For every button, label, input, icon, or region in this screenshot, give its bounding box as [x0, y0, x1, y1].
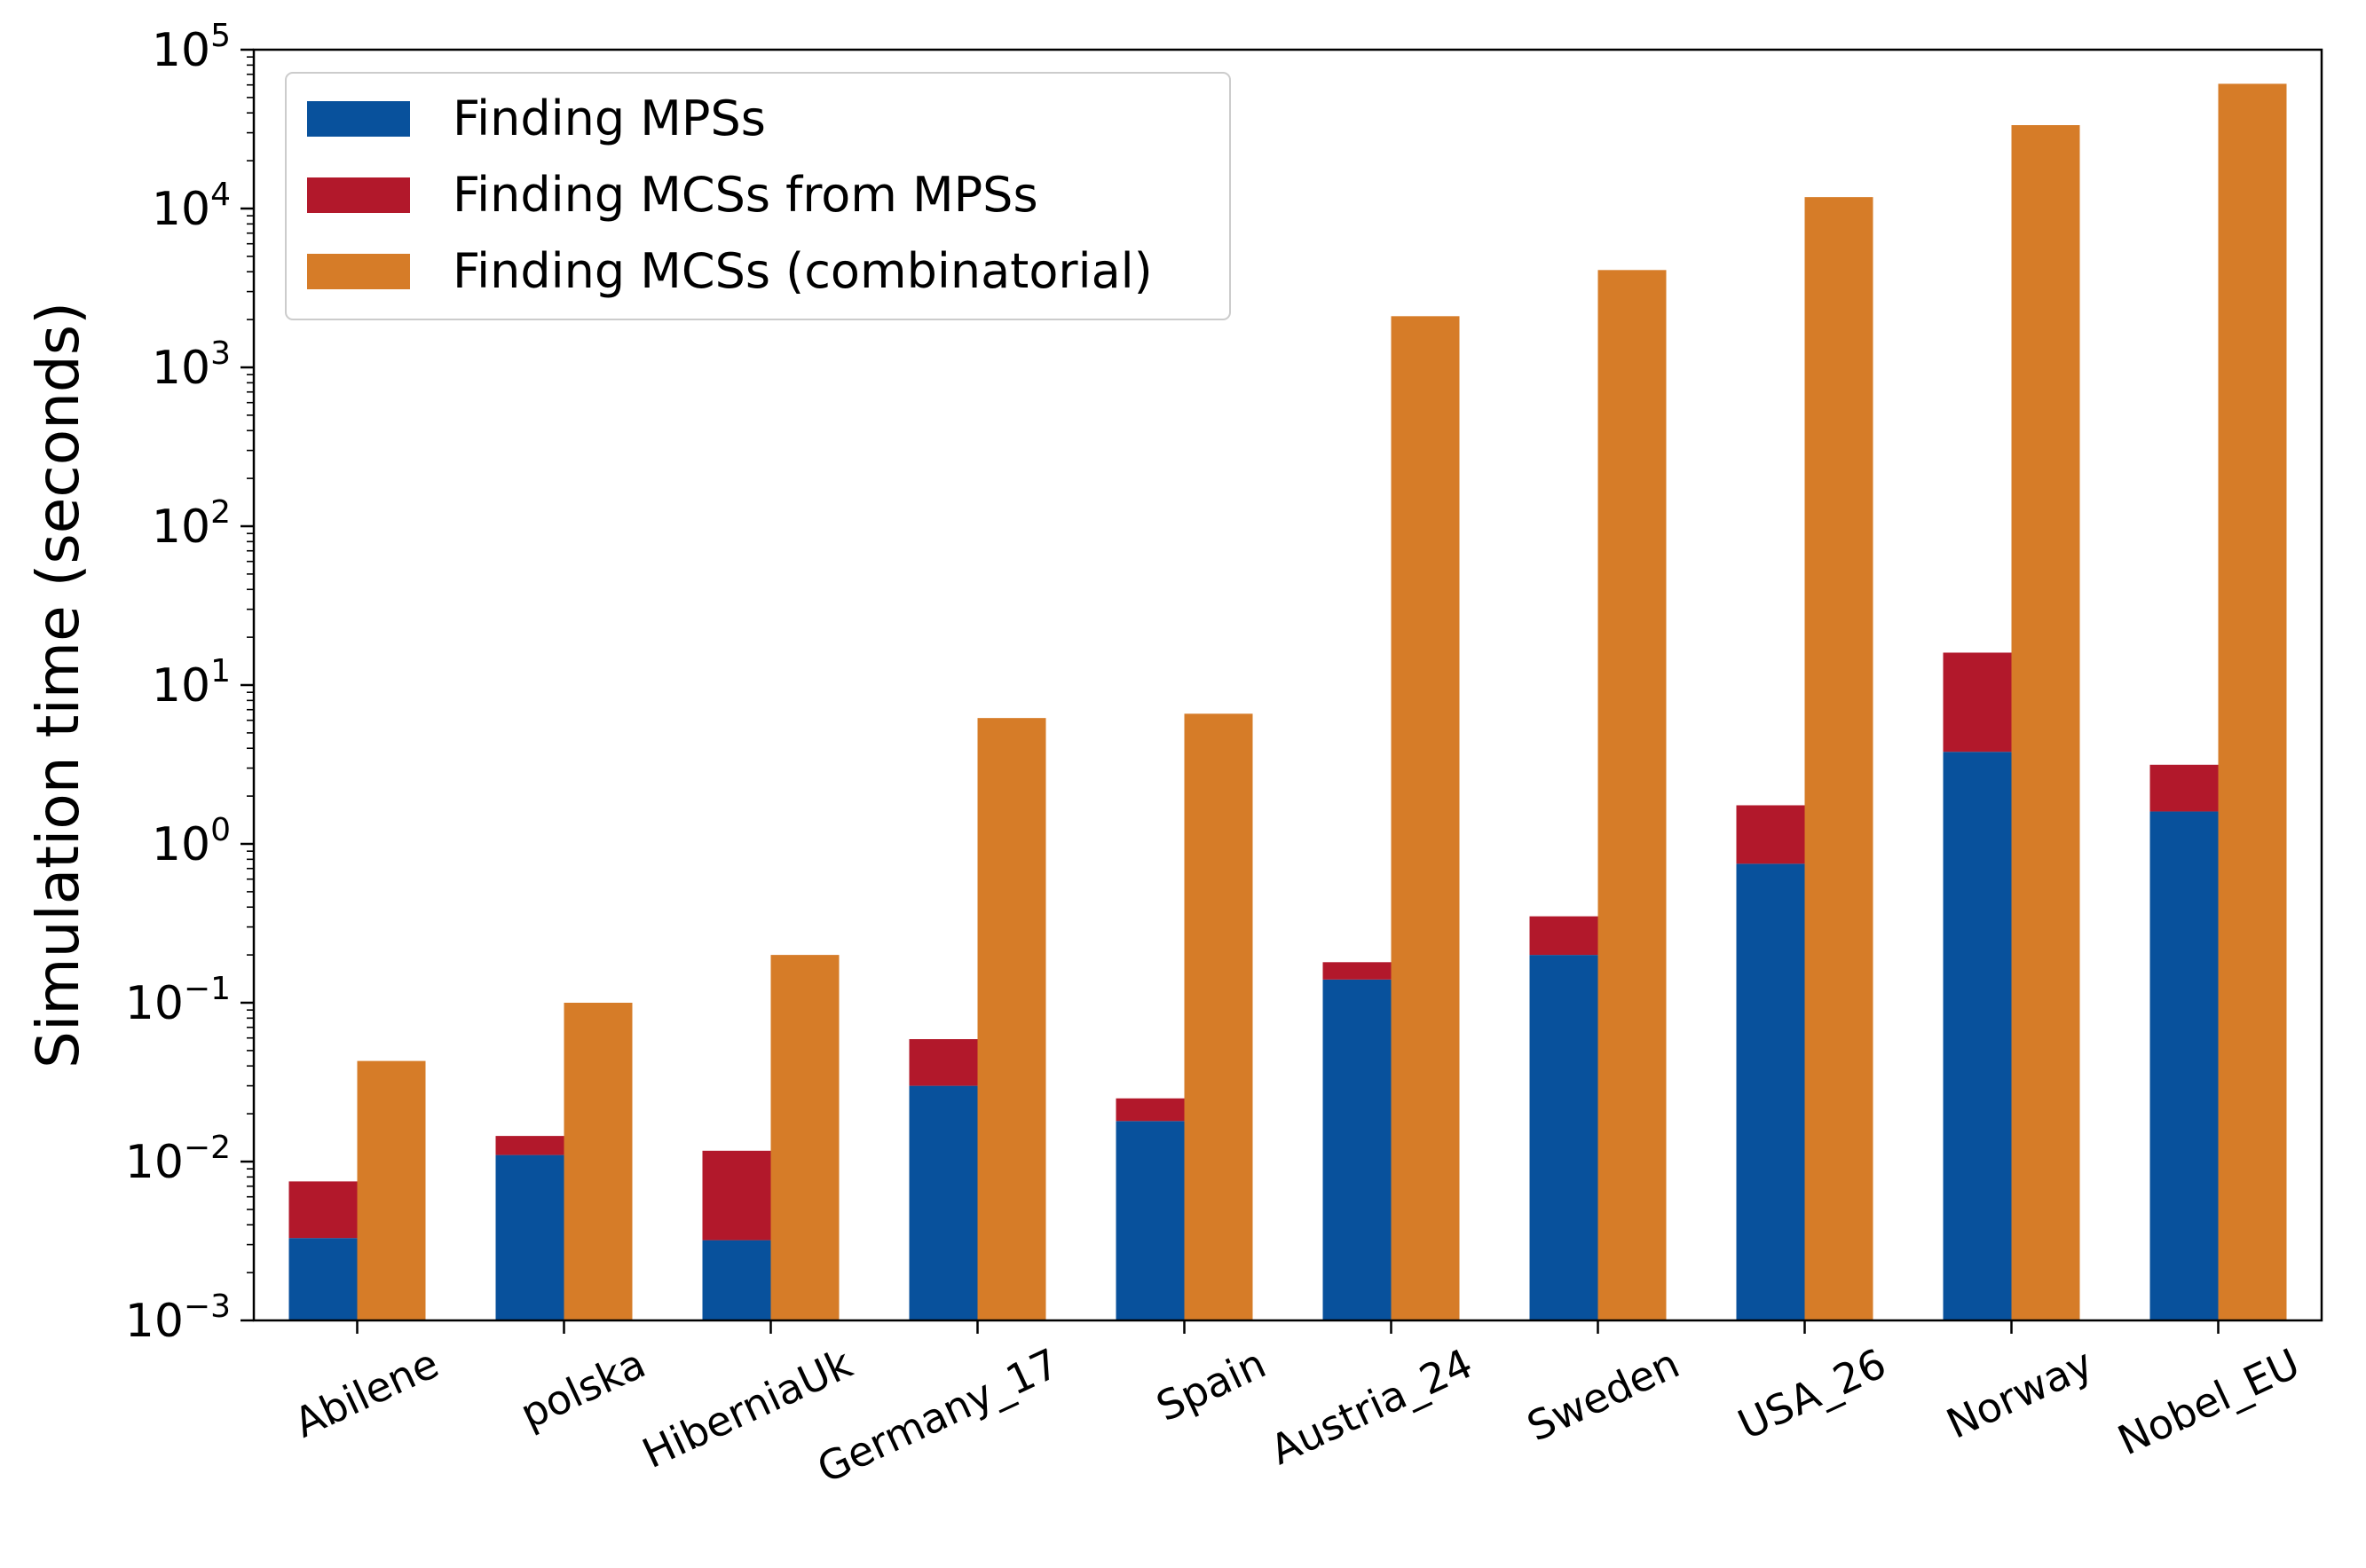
y-tick-label: 102: [152, 494, 231, 554]
bar-mcs-combinatorial-germany-17: [977, 718, 1046, 1320]
bar-mcs-from-mps-abilene: [288, 1181, 358, 1239]
bar-mcs-from-mps-polska: [495, 1136, 564, 1155]
y-tick-label: 103: [152, 335, 231, 395]
bar-mps-sweden: [1529, 955, 1598, 1320]
y-tick-exponent: −3: [184, 1288, 231, 1325]
y-tick-base: 10: [152, 183, 210, 236]
bar-mcs-from-mps-sweden: [1529, 916, 1598, 956]
x-tick-label-usa-26: USA_26: [1731, 1339, 1893, 1449]
bar-mcs-from-mps-spain: [1116, 1098, 1185, 1122]
y-tick-base: 10: [125, 1136, 184, 1189]
y-tick-label: 105: [152, 18, 231, 77]
bar-mcs-combinatorial-norway: [2011, 125, 2080, 1321]
legend-box: [285, 72, 1231, 320]
bar-mps-spain: [1116, 1121, 1185, 1320]
bar-mcs-from-mps-hiberniauk: [702, 1150, 771, 1241]
bar-mps-austria-24: [1322, 979, 1392, 1320]
legend-label-finding-mcss-from-mpss: Finding MCSs from MPSs: [453, 167, 1038, 223]
y-tick-label: 104: [152, 177, 231, 236]
legend-label-finding-mcss-combinatorial: Finding MCSs (combinatorial): [453, 243, 1153, 299]
bar-mcs-combinatorial-usa-26: [1804, 197, 1873, 1321]
bar-mcs-from-mps-germany-17: [909, 1039, 978, 1086]
y-tick-exponent: 3: [210, 335, 231, 372]
bar-mcs-combinatorial-hiberniauk: [770, 955, 840, 1320]
x-tick-label-norway: Norway: [1939, 1339, 2100, 1448]
y-tick-exponent: 5: [210, 18, 231, 54]
bar-mps-nobel-eu: [2149, 811, 2219, 1320]
y-axis-title: Simulation time (seconds): [24, 302, 92, 1068]
bar-mcs-combinatorial-sweden: [1597, 270, 1667, 1321]
y-tick-label: 10−1: [125, 971, 231, 1030]
y-tick-exponent: 4: [210, 177, 231, 213]
bar-mcs-combinatorial-polska: [564, 1003, 633, 1320]
bar-mps-hiberniauk: [702, 1240, 771, 1320]
bar-mps-polska: [495, 1154, 564, 1320]
y-tick-base: 10: [152, 500, 210, 554]
legend-label-finding-mpss: Finding MPSs: [453, 91, 766, 146]
y-tick-exponent: −2: [184, 1130, 231, 1166]
legend-swatch-finding-mpss: [307, 101, 410, 137]
y-tick-exponent: 2: [210, 494, 231, 531]
y-tick-base: 10: [152, 659, 210, 713]
y-tick-label: 10−3: [125, 1288, 231, 1348]
legend-swatch-finding-mcss-combinatorial: [307, 254, 410, 289]
bar-mcs-from-mps-austria-24: [1322, 962, 1392, 980]
bar-mcs-from-mps-nobel-eu: [2149, 764, 2219, 812]
legend-swatch-finding-mcss-from-mpss: [307, 177, 410, 213]
x-tick-label-nobel-eu: Nobel_EU: [2110, 1339, 2307, 1464]
bar-mps-abilene: [288, 1238, 358, 1320]
bar-mcs-combinatorial-abilene: [357, 1060, 426, 1320]
bar-mps-germany-17: [909, 1085, 978, 1320]
bar-mcs-combinatorial-austria-24: [1391, 316, 1460, 1320]
x-tick-label-sweden: Sweden: [1520, 1339, 1687, 1451]
x-tick-label-austria-24: Austria_24: [1263, 1339, 1479, 1474]
bar-mps-norway: [1943, 752, 2012, 1320]
y-tick-exponent: −1: [184, 971, 231, 1007]
y-tick-label: 100: [152, 812, 231, 871]
x-tick-label-abilene: Abilene: [287, 1339, 446, 1447]
y-tick-label: 101: [152, 653, 231, 713]
y-tick-base: 10: [152, 818, 210, 871]
bar-mcs-combinatorial-nobel-eu: [2218, 83, 2287, 1321]
y-tick-exponent: 1: [210, 653, 231, 689]
y-tick-base: 10: [152, 24, 210, 77]
bar-mps-usa-26: [1736, 863, 1805, 1320]
bar-mcs-combinatorial-spain: [1184, 713, 1253, 1320]
x-tick-label-polska: polska: [513, 1339, 652, 1438]
bar-mcs-from-mps-usa-26: [1736, 805, 1805, 864]
y-tick-base: 10: [125, 977, 184, 1030]
y-tick-exponent: 0: [210, 812, 231, 848]
y-tick-label: 10−2: [125, 1130, 231, 1189]
x-tick-label-spain: Spain: [1149, 1339, 1273, 1430]
y-tick-base: 10: [152, 342, 210, 395]
y-tick-base: 10: [125, 1295, 184, 1348]
bar-mcs-from-mps-norway: [1943, 652, 2012, 752]
